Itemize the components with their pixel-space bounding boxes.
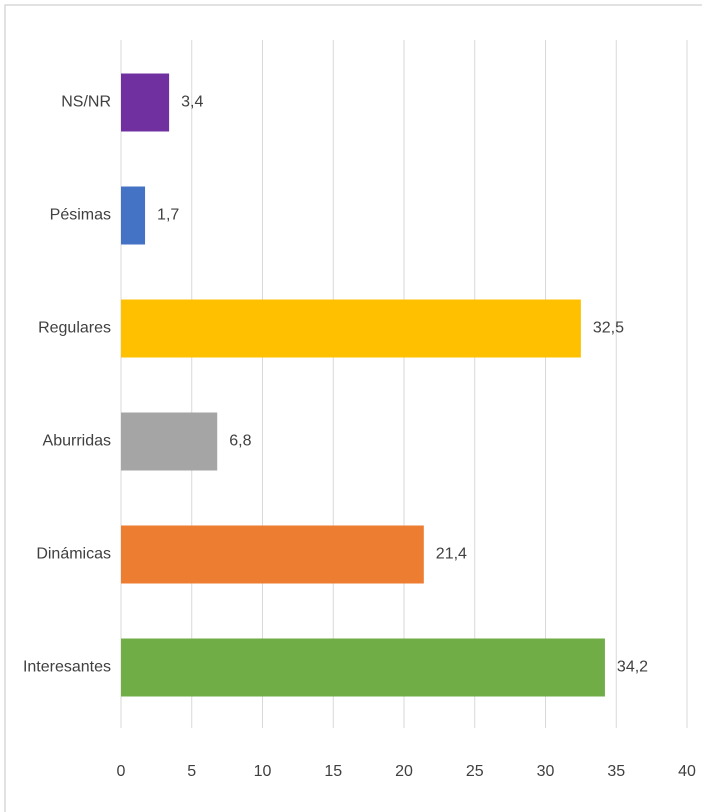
bar [121,73,170,132]
y-tick-label: Regulares [38,320,111,337]
value-label: 21,4 [436,546,467,563]
value-label: 6,8 [229,433,251,450]
value-label: 32,5 [593,320,624,337]
x-tick-label: 5 [187,763,196,780]
y-tick-label: Dinámicas [36,546,111,563]
x-tick-label: 30 [537,763,555,780]
value-label: 1,7 [157,207,179,224]
x-tick-label: 0 [117,763,126,780]
x-tick-label: 25 [466,763,484,780]
bar [121,638,605,697]
bar [121,299,581,358]
y-tick-label: Aburridas [43,433,111,450]
value-label: 34,2 [617,659,648,676]
y-tick-label: Interesantes [23,659,111,676]
y-tick-label: NS/NR [61,94,111,111]
x-tick-label: 10 [254,763,272,780]
x-tick-label: 15 [324,763,342,780]
bar [121,186,146,245]
bar [121,412,218,471]
x-tick-label: 40 [678,763,696,780]
x-tick-label: 20 [395,763,413,780]
bar [121,525,424,584]
y-tick-label: Pésimas [50,207,111,224]
x-tick-label: 35 [607,763,625,780]
value-label: 3,4 [181,94,203,111]
